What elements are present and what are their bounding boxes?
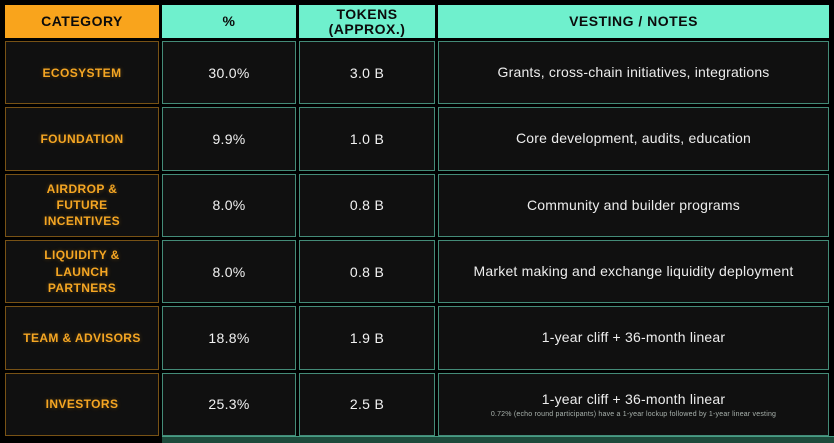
cell-tokens: 0.8 B	[299, 173, 435, 237]
cell-percent: 8.0%	[162, 239, 296, 304]
cell-percent: 8.0%	[162, 173, 296, 237]
cell-vesting: Market making and exchange liquidity dep…	[438, 239, 829, 304]
cell-vesting: Core development, audits, education	[438, 107, 829, 171]
cell-vesting: 1-year cliff + 36-month linear	[438, 306, 829, 370]
header-label-vesting: VESTING / NOTES	[569, 13, 698, 30]
percent-value: 18.8%	[208, 329, 250, 346]
tokens-value: 2.5 B	[349, 396, 385, 413]
tokens-value: 0.8 B	[349, 197, 385, 214]
header-cell-vesting: VESTING / NOTES	[438, 5, 829, 38]
tokens-value: 3.0 B	[349, 64, 385, 81]
cell-vesting: Community and builder programs	[438, 173, 829, 237]
cell-category: AIRDROP & FUTURE INCENTIVES	[5, 173, 159, 237]
cell-percent: 9.9%	[162, 107, 296, 171]
header-label-tokens-line1: TOKENS	[336, 5, 398, 22]
bottom-accent-bar	[162, 436, 834, 443]
percent-value: 25.3%	[208, 396, 250, 413]
vesting-note: Community and builder programs	[527, 196, 740, 213]
cell-percent: 18.8%	[162, 306, 296, 370]
cell-category: LIQUIDITY & LAUNCH PARTNERS	[5, 239, 159, 304]
header-label-category: CATEGORY	[41, 13, 123, 30]
vesting-note: Market making and exchange liquidity dep…	[473, 262, 794, 279]
cell-tokens: 0.8 B	[299, 239, 435, 304]
vesting-note: Grants, cross-chain initiatives, integra…	[497, 63, 770, 80]
percent-value: 8.0%	[212, 263, 246, 280]
category-label: AIRDROP & FUTURE INCENTIVES	[43, 182, 120, 229]
cell-category: INVESTORS	[5, 372, 159, 436]
cell-percent: 25.3%	[162, 372, 296, 436]
tokens-value: 1.9 B	[349, 329, 385, 346]
cell-category: FOUNDATION	[5, 107, 159, 171]
table-grid: CATEGORY % TOKENS (APPROX.) VESTING / NO…	[5, 5, 829, 436]
header-label-tokens-line2: (APPROX.)	[328, 20, 406, 37]
category-label: INVESTORS	[45, 397, 119, 412]
vesting-subnote: 0.72% (echo round participants) have a 1…	[490, 410, 777, 418]
cell-tokens: 1.0 B	[299, 107, 435, 171]
cell-vesting: 1-year cliff + 36-month linear 0.72% (ec…	[438, 372, 829, 436]
header-cell-tokens: TOKENS (APPROX.)	[299, 5, 435, 38]
vesting-note: 1-year cliff + 36-month linear	[541, 391, 726, 408]
tokens-value: 0.8 B	[349, 263, 385, 280]
percent-value: 30.0%	[208, 64, 250, 81]
percent-value: 8.0%	[212, 197, 246, 214]
vesting-note: 1-year cliff + 36-month linear	[541, 329, 726, 346]
cell-vesting: Grants, cross-chain initiatives, integra…	[438, 41, 829, 105]
cell-category: ECOSYSTEM	[5, 41, 159, 105]
header-cell-category: CATEGORY	[5, 5, 159, 38]
cell-category: TEAM & ADVISORS	[5, 306, 159, 370]
cell-tokens: 1.9 B	[299, 306, 435, 370]
header-label-percent: %	[222, 13, 236, 30]
vesting-note: Core development, audits, education	[515, 130, 752, 147]
percent-value: 9.9%	[212, 130, 246, 147]
header-cell-percent: %	[162, 5, 296, 38]
category-label: LIQUIDITY & LAUNCH PARTNERS	[44, 248, 120, 295]
category-label: FOUNDATION	[40, 131, 124, 146]
tokens-value: 1.0 B	[349, 130, 385, 147]
category-label: TEAM & ADVISORS	[23, 330, 141, 345]
cell-tokens: 3.0 B	[299, 41, 435, 105]
category-label: ECOSYSTEM	[42, 65, 122, 80]
cell-percent: 30.0%	[162, 41, 296, 105]
cell-tokens: 2.5 B	[299, 372, 435, 436]
